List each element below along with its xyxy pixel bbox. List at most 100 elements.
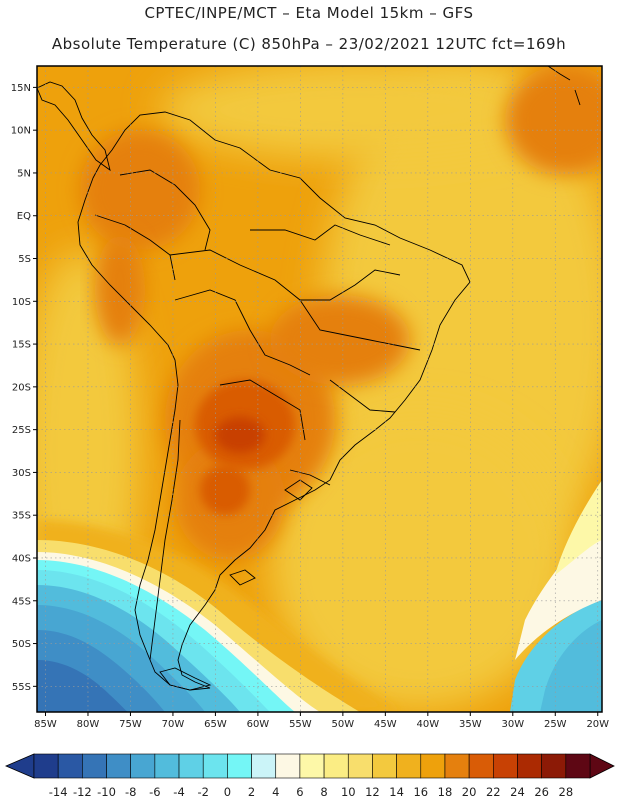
lon-label: 55W — [289, 719, 312, 730]
lat-label: 50S — [12, 639, 31, 650]
colorbar-label: 6 — [296, 785, 303, 799]
colorbar-label: 0 — [224, 785, 231, 799]
colorbar-swatch — [541, 753, 567, 779]
colorbar-swatch — [323, 753, 349, 779]
temperature-field — [37, 66, 602, 712]
colorbar-label: 24 — [510, 785, 525, 799]
lon-label: 45W — [374, 719, 397, 730]
colorbar-swatch — [468, 753, 494, 779]
lon-label: 60W — [247, 719, 270, 730]
lat-label: 20S — [12, 382, 31, 393]
colorbar-label: 20 — [462, 785, 477, 799]
central-america-coast — [37, 81, 111, 172]
lon-label: 75W — [119, 719, 142, 730]
colorbar-label: 22 — [486, 785, 501, 799]
colombia-border — [119, 169, 211, 251]
colorbar-swatch — [493, 753, 518, 779]
colorbar-arrow-max — [589, 753, 615, 779]
lat-label: 10S — [12, 297, 31, 308]
lon-label: 40W — [417, 719, 440, 730]
bolivia-border — [174, 289, 311, 376]
caribbean-islands — [547, 66, 581, 106]
map-title: CPTEC/INPE/MCT – Eta Model 15km – GFS — [144, 4, 474, 22]
peru-border — [94, 214, 176, 281]
lagoa-shape — [284, 479, 313, 501]
plot-frame — [36, 65, 603, 713]
colorbar-label: -4 — [173, 785, 184, 799]
lat-label: 5S — [18, 254, 31, 265]
colorbar-label: -2 — [197, 785, 208, 799]
lat-label: 5N — [17, 168, 31, 179]
colorbar-label: 18 — [438, 785, 453, 799]
coastlines — [37, 66, 581, 691]
colorbar-swatch — [275, 753, 301, 779]
lat-label: 30S — [12, 468, 31, 479]
uruguay-border — [289, 469, 331, 486]
colorbar: -14 -12 -10 -8 -6 -4 -2 0 2 4 6 8 10 12 14 16 18 20 22 24 26… — [4, 753, 615, 799]
south-america-coast — [77, 111, 471, 691]
colorbar-swatch — [106, 753, 131, 779]
lat-label: 55S — [12, 682, 31, 693]
colorbar-arrow-min — [4, 753, 35, 779]
lon-label: 80W — [77, 719, 100, 730]
lat-label: 35S — [12, 511, 31, 522]
colorbar-label: -6 — [149, 785, 160, 799]
lat-label: 40S — [12, 553, 31, 564]
lon-label: 70W — [162, 719, 185, 730]
colorbar-swatch — [444, 753, 470, 779]
colorbar-swatch — [420, 753, 446, 779]
colorbar-swatch — [57, 753, 83, 779]
colorbar-label: 16 — [413, 785, 428, 799]
colorbar-label: -12 — [73, 785, 92, 799]
colorbar-label: 2 — [248, 785, 255, 799]
lat-label: EQ — [17, 211, 31, 222]
colorbar-swatch — [396, 753, 422, 779]
lon-label: 65W — [204, 719, 227, 730]
paraguay-border — [219, 379, 306, 441]
tierra-del-fuego — [159, 667, 212, 691]
chile-argentina-border — [149, 419, 181, 661]
colorbar-swatch — [154, 753, 180, 779]
map-subtitle: Absolute Temperature (C) 850hPa – 23/02/… — [51, 35, 567, 53]
lon-label: 30W — [501, 719, 524, 730]
colorbar-swatch — [347, 753, 373, 779]
colorbar-swatch — [82, 753, 107, 779]
colorbar-label: 12 — [365, 785, 380, 799]
colorbar-swatch — [251, 753, 277, 779]
colorbar-swatch — [33, 753, 59, 779]
latitude-axis: 15N 10N 5N EQ 5S 10S 15S 20S 25S 30S 35S 40S 45S 50S 5… — [11, 83, 37, 693]
lon-label: 35W — [459, 719, 482, 730]
brazil-inner-2 — [250, 224, 391, 246]
colorbar-label: 8 — [320, 785, 327, 799]
lat-label: 15N — [11, 83, 31, 94]
lon-label: 85W — [34, 719, 57, 730]
lon-label: 25W — [544, 719, 567, 730]
colorbar-label: 14 — [389, 785, 404, 799]
colorbar-label: 10 — [341, 785, 356, 799]
colorbar-swatch — [178, 753, 204, 779]
brazil-inner-1 — [299, 299, 421, 351]
colorbar-label: 26 — [534, 785, 549, 799]
colorbar-swatch — [565, 753, 591, 779]
lat-label: 45S — [12, 596, 31, 607]
falklands — [229, 569, 256, 586]
colorbar-swatch — [299, 753, 325, 779]
colorbar-label: -10 — [97, 785, 116, 799]
longitude-axis: 85W 80W 75W 70W 65W 60W 55W 50W 45W 40W 35W 30W 25W 2… — [34, 712, 609, 730]
lat-label: 25S — [12, 425, 31, 436]
colorbar-swatch — [227, 753, 252, 779]
lon-label: 50W — [332, 719, 355, 730]
lat-label: 15S — [12, 340, 31, 351]
colorbar-label: 4 — [272, 785, 279, 799]
brazil-inner-3 — [329, 379, 396, 413]
colorbar-swatch — [517, 753, 542, 779]
colorbar-label: 28 — [559, 785, 574, 799]
colorbar-label: -8 — [125, 785, 136, 799]
colorbar-label: -14 — [49, 785, 68, 799]
colorbar-swatch — [372, 753, 397, 779]
lon-label: 20W — [586, 719, 609, 730]
colorbar-swatch — [130, 753, 156, 779]
lat-label: 10N — [11, 126, 31, 137]
colorbar-swatch — [202, 753, 228, 779]
